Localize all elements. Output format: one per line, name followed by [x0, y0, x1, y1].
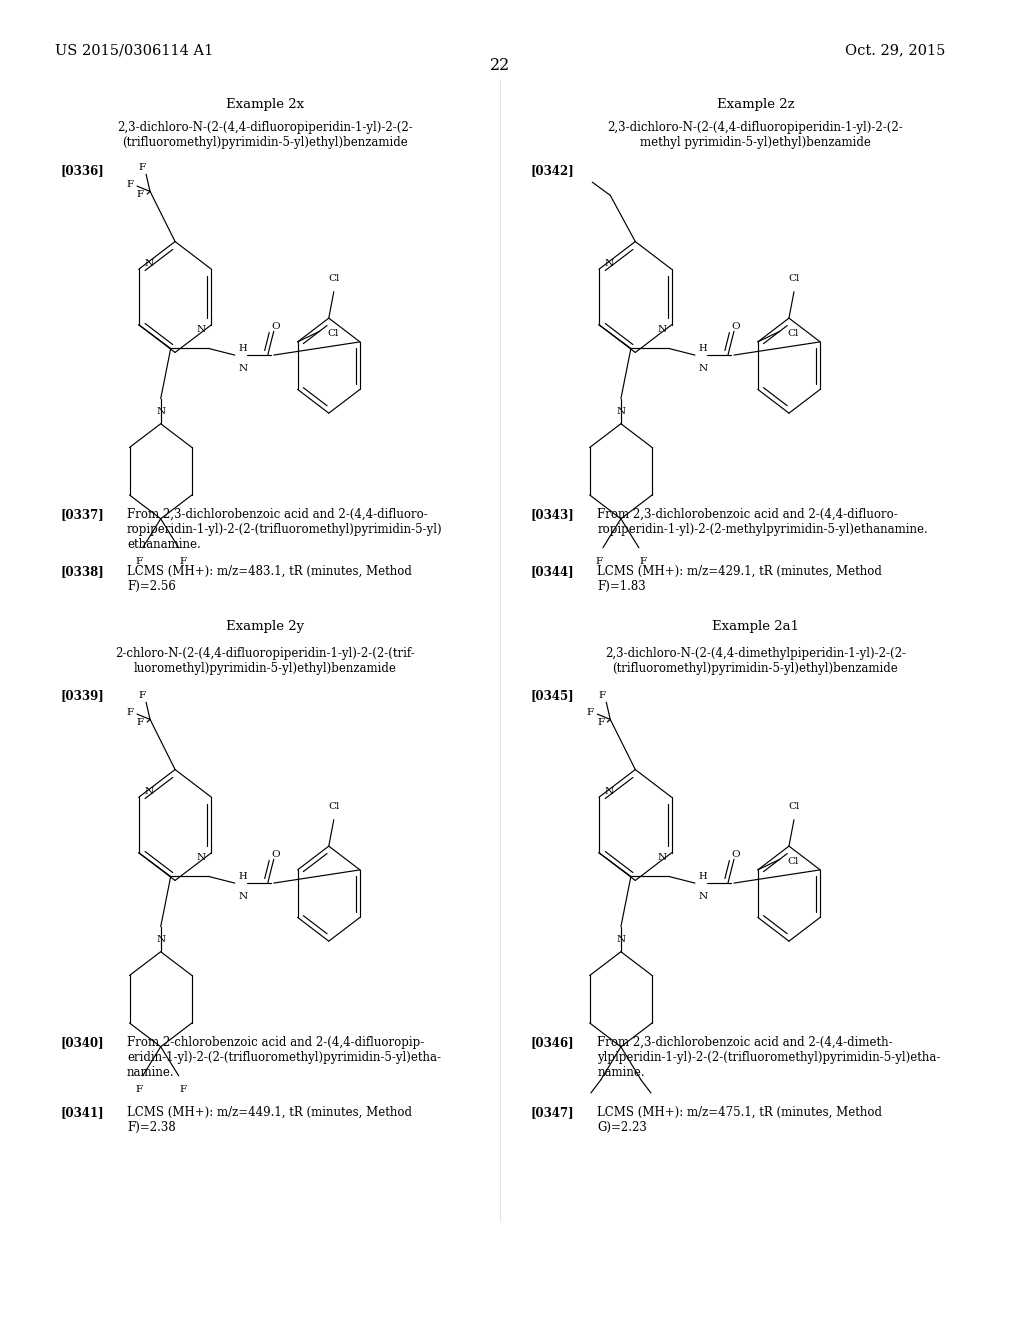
Text: [0336]: [0336]: [60, 164, 103, 177]
Text: N: N: [604, 260, 613, 268]
Text: [0342]: [0342]: [530, 164, 574, 177]
Text: Cl: Cl: [328, 275, 340, 282]
Text: N: N: [616, 935, 626, 944]
Text: N: N: [657, 326, 667, 334]
Text: N: N: [616, 407, 626, 416]
Text: Cl: Cl: [788, 275, 800, 282]
Text: F: F: [135, 557, 142, 565]
Text: Cl: Cl: [787, 330, 799, 338]
Text: Cl: Cl: [788, 803, 800, 810]
Text: N: N: [698, 364, 708, 372]
Text: F: F: [599, 692, 606, 700]
Text: F: F: [127, 709, 133, 717]
Text: [0344]: [0344]: [530, 565, 573, 578]
Text: O: O: [271, 322, 280, 330]
Text: F: F: [179, 1085, 186, 1093]
Text: F: F: [639, 557, 646, 565]
Text: LCMS (MH+): m/z=475.1, tR (minutes, Method
G)=2.23: LCMS (MH+): m/z=475.1, tR (minutes, Meth…: [597, 1106, 883, 1134]
Text: N: N: [657, 854, 667, 862]
Text: N: N: [197, 326, 206, 334]
Text: [0343]: [0343]: [530, 508, 574, 521]
Text: [0339]: [0339]: [60, 689, 103, 702]
Text: 2-chloro-N-(2-(4,4-difluoropiperidin-1-yl)-2-(2-(trif-
luoromethyl)pyrimidin-5-y: 2-chloro-N-(2-(4,4-difluoropiperidin-1-y…: [116, 647, 415, 675]
Text: [0345]: [0345]: [530, 689, 573, 702]
Text: LCMS (MH+): m/z=449.1, tR (minutes, Method
F)=2.38: LCMS (MH+): m/z=449.1, tR (minutes, Meth…: [127, 1106, 412, 1134]
Text: N: N: [604, 788, 613, 796]
Text: [0347]: [0347]: [530, 1106, 573, 1119]
Text: N: N: [239, 892, 248, 900]
Text: N: N: [144, 260, 154, 268]
Text: H: H: [698, 873, 708, 880]
Text: From 2,3-dichlorobenzoic acid and 2-(4,4-difluoro-
ropiperidin-1-yl)-2-(2-(trifl: From 2,3-dichlorobenzoic acid and 2-(4,4…: [127, 508, 442, 552]
Text: H: H: [698, 345, 708, 352]
Text: Example 2a1: Example 2a1: [712, 620, 799, 634]
Text: F: F: [179, 557, 186, 565]
Text: F: F: [138, 692, 145, 700]
Text: From 2,3-dichlorobenzoic acid and 2-(4,4-dimeth-
ylpiperidin-1-yl)-2-(2-(trifluo: From 2,3-dichlorobenzoic acid and 2-(4,4…: [597, 1036, 941, 1080]
Text: F: F: [587, 709, 594, 717]
Text: LCMS (MH+): m/z=429.1, tR (minutes, Method
F)=1.83: LCMS (MH+): m/z=429.1, tR (minutes, Meth…: [597, 565, 882, 593]
Text: [0341]: [0341]: [60, 1106, 103, 1119]
Text: H: H: [239, 345, 247, 352]
Text: Example 2y: Example 2y: [226, 620, 304, 634]
Text: F: F: [595, 557, 602, 565]
Text: 2,3-dichloro-N-(2-(4,4-difluoropiperidin-1-yl)-2-(2-
methyl pyrimidin-5-yl)ethyl: 2,3-dichloro-N-(2-(4,4-difluoropiperidin…: [607, 121, 903, 149]
Text: O: O: [731, 322, 740, 330]
Text: H: H: [239, 873, 247, 880]
Text: F: F: [137, 718, 144, 726]
Text: N: N: [698, 892, 708, 900]
Text: F: F: [138, 164, 145, 172]
Text: Example 2x: Example 2x: [226, 98, 304, 111]
Text: N: N: [156, 935, 165, 944]
Text: N: N: [144, 788, 154, 796]
Text: F: F: [137, 190, 144, 198]
Text: 22: 22: [490, 57, 510, 74]
Text: US 2015/0306114 A1: US 2015/0306114 A1: [55, 44, 213, 58]
Text: [0337]: [0337]: [60, 508, 103, 521]
Text: F: F: [597, 718, 604, 726]
Text: [0338]: [0338]: [60, 565, 103, 578]
Text: Cl: Cl: [327, 330, 338, 338]
Text: Example 2z: Example 2z: [717, 98, 795, 111]
Text: Oct. 29, 2015: Oct. 29, 2015: [845, 44, 945, 58]
Text: [0340]: [0340]: [60, 1036, 103, 1049]
Text: LCMS (MH+): m/z=483.1, tR (minutes, Method
F)=2.56: LCMS (MH+): m/z=483.1, tR (minutes, Meth…: [127, 565, 412, 593]
Text: [0346]: [0346]: [530, 1036, 573, 1049]
Text: Cl: Cl: [328, 803, 340, 810]
Text: F: F: [135, 1085, 142, 1093]
Text: F: F: [127, 181, 133, 189]
Text: O: O: [731, 850, 740, 858]
Text: 2,3-dichloro-N-(2-(4,4-dimethylpiperidin-1-yl)-2-(2-
(trifluoromethyl)pyrimidin-: 2,3-dichloro-N-(2-(4,4-dimethylpiperidin…: [605, 647, 906, 675]
Text: From 2-chlorobenzoic acid and 2-(4,4-difluoropip-
eridin-1-yl)-2-(2-(trifluorome: From 2-chlorobenzoic acid and 2-(4,4-dif…: [127, 1036, 441, 1080]
Text: From 2,3-dichlorobenzoic acid and 2-(4,4-difluoro-
ropiperidin-1-yl)-2-(2-methyl: From 2,3-dichlorobenzoic acid and 2-(4,4…: [597, 508, 928, 536]
Text: O: O: [271, 850, 280, 858]
Text: Cl: Cl: [787, 858, 799, 866]
Text: 2,3-dichloro-N-(2-(4,4-difluoropiperidin-1-yl)-2-(2-
(trifluoromethyl)pyrimidin-: 2,3-dichloro-N-(2-(4,4-difluoropiperidin…: [117, 121, 413, 149]
Text: N: N: [197, 854, 206, 862]
Text: N: N: [156, 407, 165, 416]
Text: N: N: [239, 364, 248, 372]
